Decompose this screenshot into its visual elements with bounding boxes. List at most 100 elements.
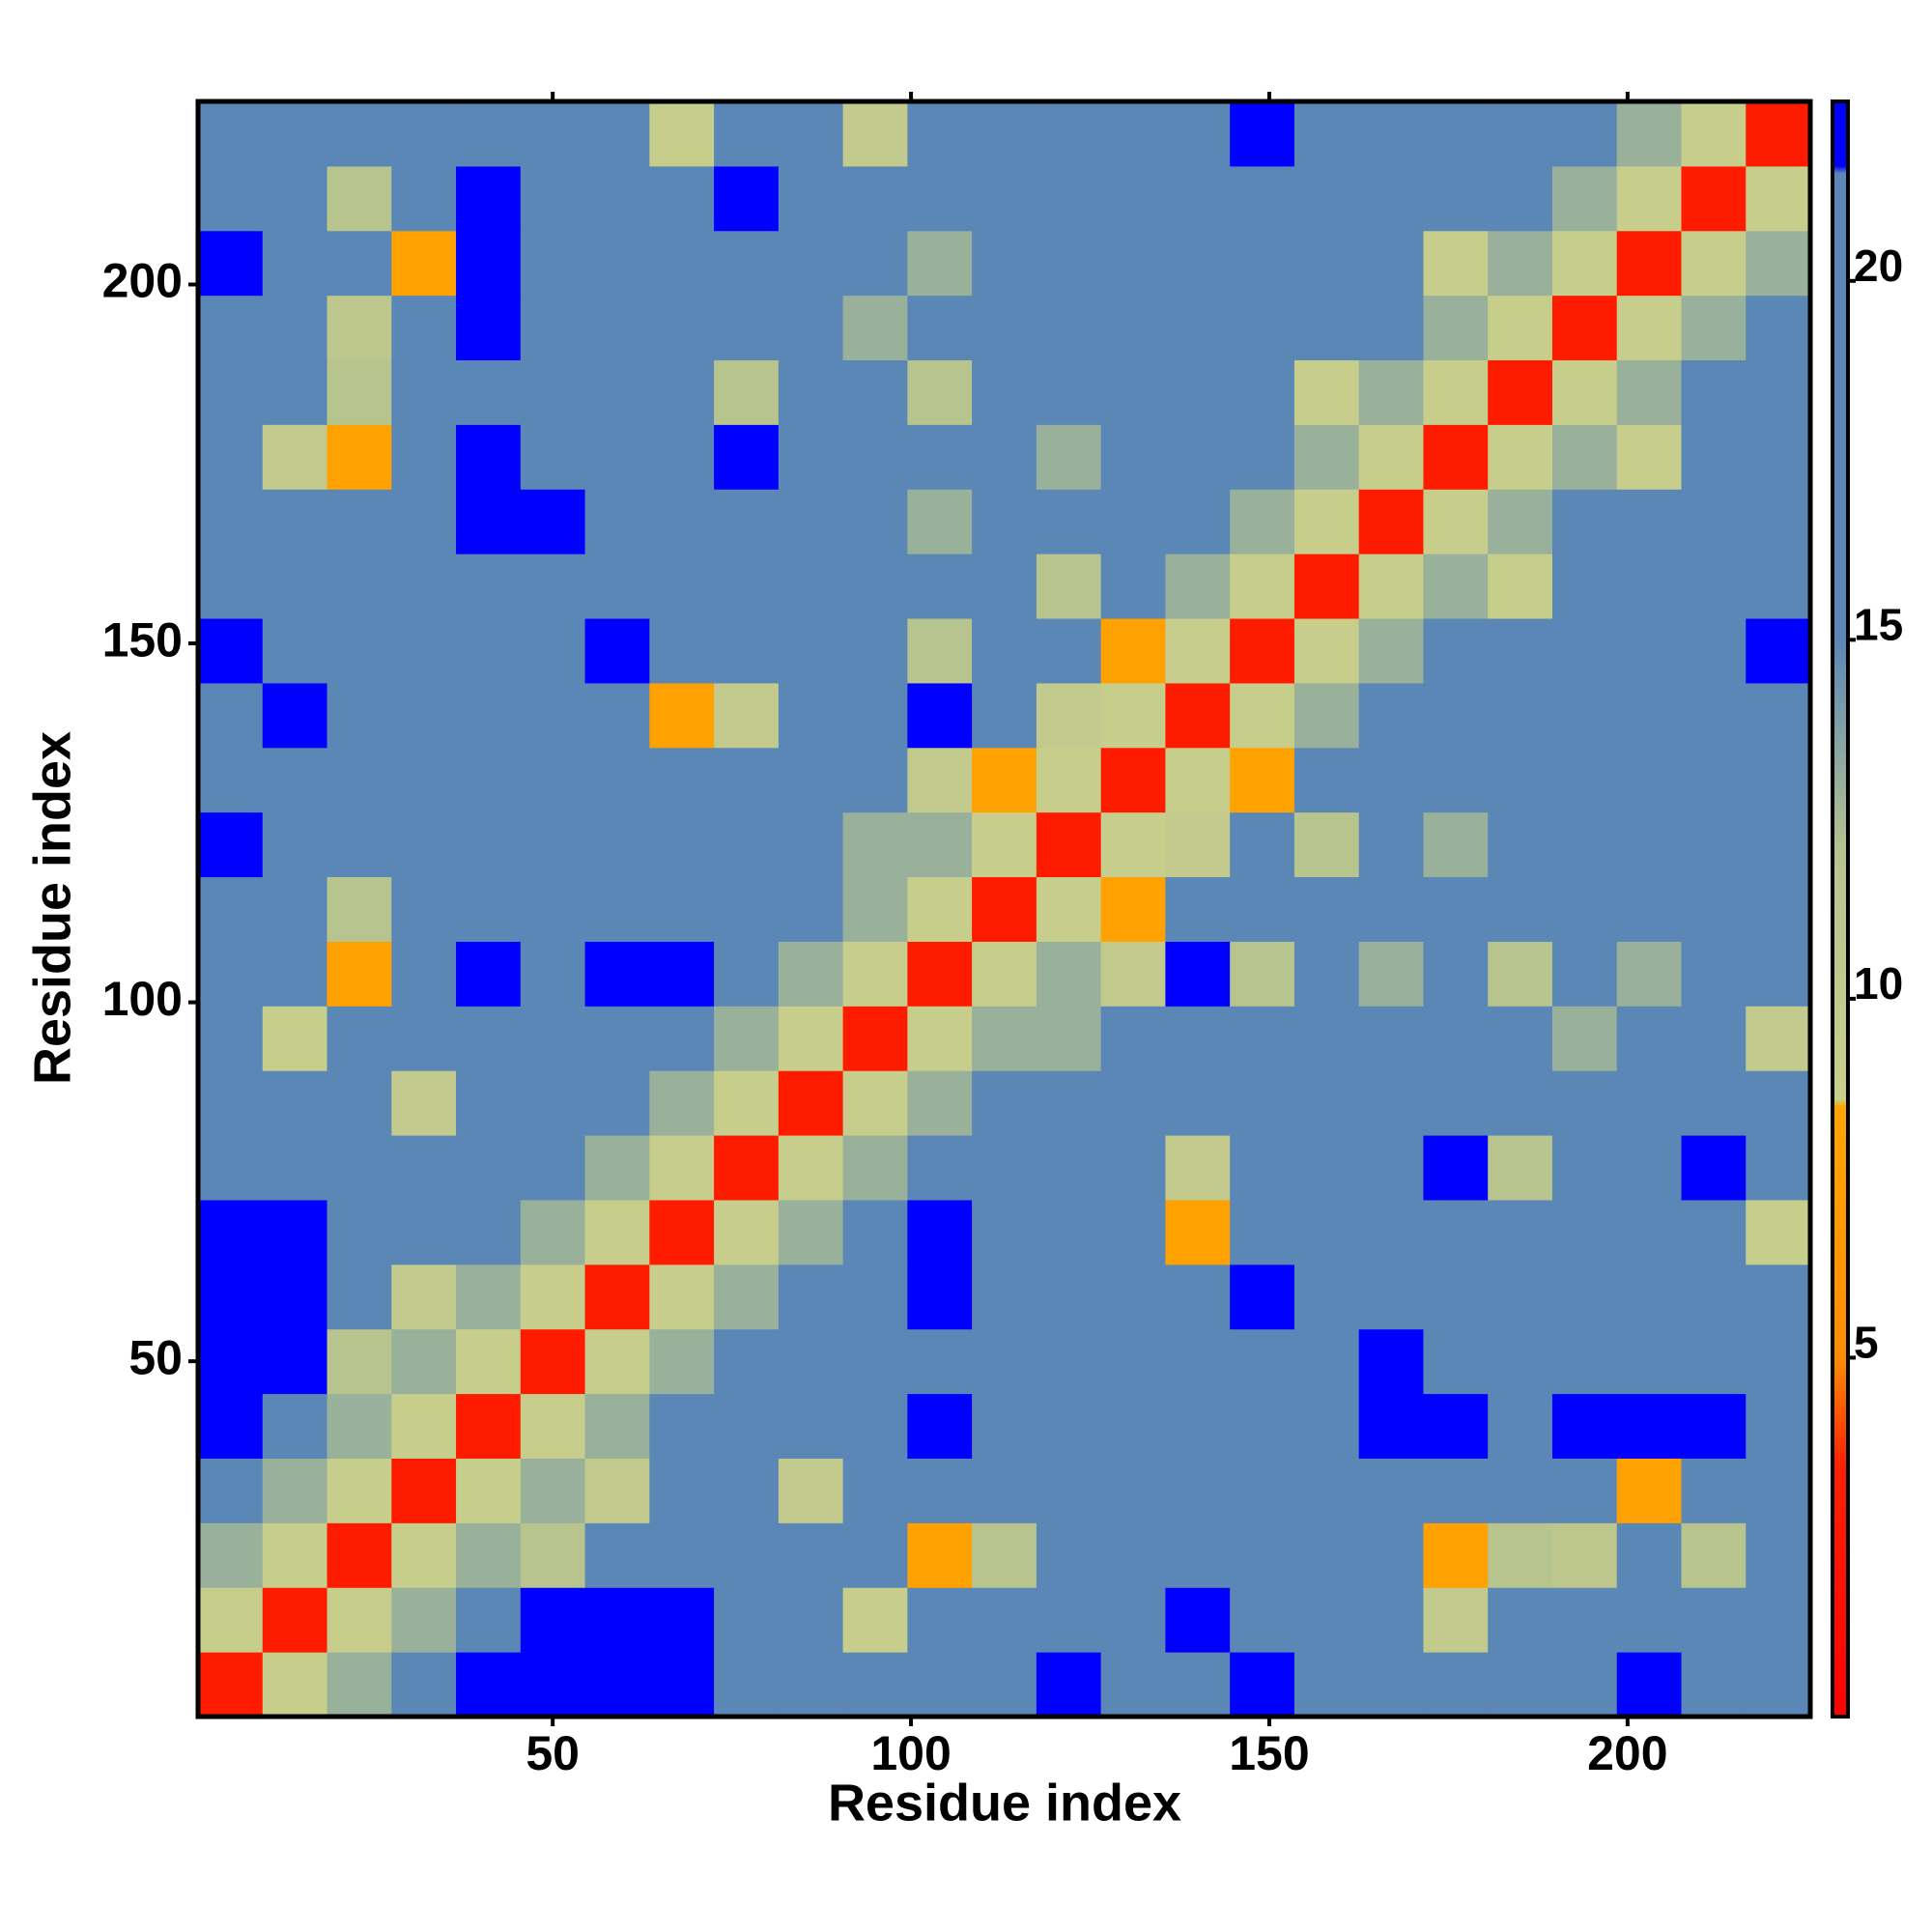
heatmap-cell	[1746, 1264, 1811, 1330]
heatmap-cell	[842, 747, 908, 813]
heatmap-cell	[1036, 359, 1102, 425]
heatmap-cell	[649, 876, 715, 942]
heatmap-cell	[714, 1199, 780, 1265]
heatmap-cell	[649, 941, 715, 1007]
heatmap-cell	[1616, 1587, 1682, 1653]
heatmap-cell	[584, 295, 650, 361]
heatmap-cell	[907, 747, 973, 813]
heatmap-cell	[1230, 941, 1295, 1007]
heatmap-cell	[1230, 101, 1295, 167]
heatmap-cell	[391, 165, 457, 232]
heatmap-cell	[1681, 1522, 1747, 1588]
heatmap-cell	[1293, 1135, 1360, 1201]
heatmap-cell	[1230, 295, 1295, 361]
heatmap-cell	[198, 1264, 264, 1330]
heatmap-cell	[1036, 295, 1102, 361]
heatmap-cell	[1358, 811, 1424, 878]
heatmap-cell	[1551, 489, 1618, 554]
heatmap-cell	[520, 489, 586, 554]
heatmap-cell	[456, 1264, 522, 1330]
heatmap-cell	[1293, 295, 1360, 361]
heatmap-cell	[1036, 101, 1102, 167]
heatmap-cell	[649, 101, 715, 167]
heatmap-cell	[391, 1070, 457, 1136]
heatmap-cell	[1681, 359, 1747, 425]
heatmap-cell	[649, 811, 715, 878]
heatmap-cell	[1230, 1393, 1295, 1459]
heatmap-cell	[1423, 811, 1489, 878]
heatmap-cell	[1293, 618, 1360, 684]
heatmap-cell	[1746, 618, 1811, 684]
heatmap-cell	[1293, 359, 1360, 425]
heatmap-cell	[262, 554, 328, 619]
heatmap-cell	[1230, 1135, 1295, 1201]
heatmap-cell	[714, 682, 780, 749]
heatmap-cell	[1165, 682, 1231, 749]
y-tick-label: 100	[102, 972, 183, 1026]
heatmap-cell	[842, 618, 908, 684]
heatmap-cell	[1293, 1006, 1360, 1071]
heatmap-cell	[714, 489, 780, 554]
heatmap-cell	[972, 1587, 1037, 1653]
heatmap-cell	[1036, 1006, 1102, 1071]
heatmap-cell	[1488, 424, 1553, 490]
heatmap-cell	[1423, 359, 1489, 425]
heatmap-cell	[198, 941, 264, 1007]
heatmap-cell	[778, 1006, 844, 1071]
heatmap-cell	[1423, 424, 1489, 490]
heatmap-cell	[714, 747, 780, 813]
heatmap-cell	[972, 747, 1037, 813]
heatmap-cell	[1165, 1522, 1231, 1588]
heatmap-cell	[1616, 876, 1682, 942]
heatmap-cell	[1358, 747, 1424, 813]
heatmap-cell	[327, 1264, 392, 1330]
heatmap-cell	[972, 941, 1037, 1007]
heatmap-cell	[1423, 295, 1489, 361]
heatmap-cell	[649, 554, 715, 619]
heatmap-cell	[391, 1135, 457, 1201]
heatmap-cell	[1100, 1393, 1166, 1459]
heatmap-cell	[1230, 424, 1295, 490]
heatmap-cell	[649, 1458, 715, 1523]
heatmap-cell	[198, 554, 264, 619]
heatmap-cell	[972, 165, 1037, 232]
heatmap-cell	[842, 101, 908, 167]
heatmap-cell	[1230, 811, 1295, 878]
heatmap-cell	[1681, 811, 1747, 878]
heatmap-cell	[391, 1264, 457, 1330]
heatmap-cell	[456, 165, 522, 232]
heatmap-cell	[1681, 230, 1747, 297]
heatmap-cell	[1165, 1264, 1231, 1330]
heatmap-cell	[262, 165, 328, 232]
heatmap-cell	[327, 424, 392, 490]
heatmap-cell	[262, 1135, 328, 1201]
heatmap-cell	[1036, 941, 1102, 1007]
heatmap-cell	[1746, 295, 1811, 361]
heatmap-cell	[972, 1393, 1037, 1459]
heatmap-cell	[1551, 1393, 1618, 1459]
heatmap-cell	[1100, 1522, 1166, 1588]
heatmap-cell	[649, 1587, 715, 1653]
heatmap-cell	[1488, 1070, 1553, 1136]
heatmap-cell	[1488, 747, 1553, 813]
heatmap-cell	[1488, 811, 1553, 878]
heatmap-cell	[1616, 1522, 1682, 1588]
heatmap-cell	[456, 554, 522, 619]
heatmap-cell	[842, 1006, 908, 1071]
heatmap-cell	[972, 1006, 1037, 1071]
heatmap-cell	[1681, 1264, 1747, 1330]
heatmap-cell	[198, 1135, 264, 1201]
heatmap-cell	[1616, 1135, 1682, 1201]
heatmap-cell	[1293, 1264, 1360, 1330]
heatmap-cell	[714, 1522, 780, 1588]
heatmap-cell	[584, 1393, 650, 1459]
heatmap-cell	[1423, 1135, 1489, 1201]
heatmap-cell	[1293, 424, 1360, 490]
x-tick-label: 50	[526, 1726, 580, 1780]
heatmap-cell	[391, 618, 457, 684]
heatmap-cell	[714, 295, 780, 361]
heatmap-cell	[1681, 165, 1747, 232]
heatmap-cell	[1551, 1587, 1618, 1653]
heatmap-cell	[584, 811, 650, 878]
heatmap-cell	[1293, 1199, 1360, 1265]
